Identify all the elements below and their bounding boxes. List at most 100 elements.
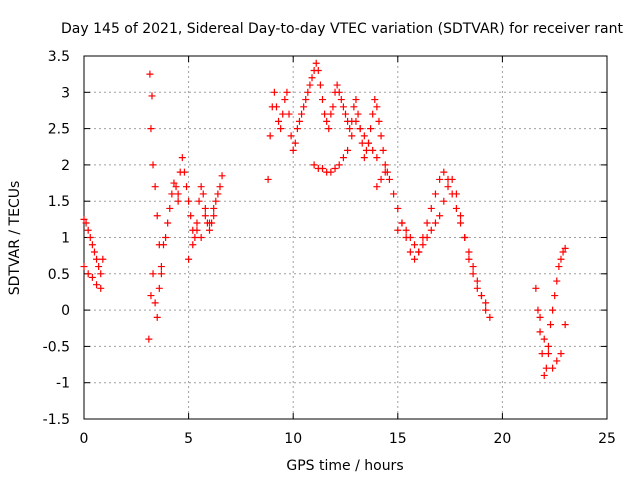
y-tick-label: 2 (61, 158, 70, 174)
data-point (206, 226, 214, 234)
data-point (431, 219, 439, 227)
data-point (427, 204, 435, 212)
x-tick-label: 10 (284, 431, 302, 447)
data-point (452, 190, 460, 198)
data-point (180, 168, 188, 176)
data-point (174, 197, 182, 205)
data-point (411, 241, 419, 249)
data-point (170, 179, 178, 187)
data-point (193, 226, 201, 234)
data-point (88, 273, 96, 281)
data-point (375, 117, 383, 125)
data-point (394, 204, 402, 212)
x-axis-label: GPS time / hours (286, 458, 403, 474)
data-point (431, 190, 439, 198)
data-point (348, 117, 356, 125)
data-point (206, 219, 214, 227)
data-point (153, 313, 161, 321)
data-point (536, 313, 544, 321)
data-point (325, 125, 333, 133)
data-point (358, 139, 366, 147)
data-point (352, 96, 360, 104)
y-tick-label: -1.5 (43, 412, 70, 428)
data-point (379, 146, 387, 154)
chart-title: Day 145 of 2021, Sidereal Day-to-day VTE… (61, 21, 623, 37)
data-point (549, 306, 557, 314)
data-point (86, 234, 94, 241)
data-point (335, 161, 343, 169)
data-point (394, 226, 402, 234)
data-point (327, 168, 335, 176)
data-point (354, 110, 362, 118)
data-point (174, 190, 182, 198)
y-tick-label: -1 (56, 376, 70, 392)
data-point (553, 277, 561, 285)
data-point (147, 292, 155, 300)
data-point (373, 183, 381, 191)
data-point (406, 234, 414, 241)
y-tick-label: 0 (61, 303, 70, 319)
data-point (82, 219, 90, 227)
data-point (423, 234, 431, 241)
data-point (277, 125, 285, 133)
data-point (191, 234, 199, 241)
data-point (168, 190, 176, 198)
data-point (561, 244, 569, 252)
data-point (187, 212, 195, 220)
data-point (312, 59, 320, 67)
data-point (538, 350, 546, 358)
data-point (201, 212, 209, 220)
data-point (281, 96, 289, 104)
data-point (342, 110, 349, 118)
data-point (540, 335, 548, 343)
data-point (148, 92, 156, 100)
data-point (185, 197, 193, 205)
data-point (427, 226, 435, 234)
data-point (197, 183, 205, 191)
data-point (197, 234, 205, 241)
data-point (551, 292, 559, 300)
data-point (477, 292, 485, 300)
data-point (275, 117, 283, 125)
data-point (559, 248, 567, 256)
data-point (377, 175, 385, 183)
data-point (298, 110, 306, 118)
x-tick-label: 25 (598, 431, 616, 447)
data-point (266, 132, 274, 140)
data-point (151, 183, 159, 191)
x-tick-label: 20 (493, 431, 511, 447)
x-tick-label: 0 (80, 431, 89, 447)
data-point (544, 342, 552, 350)
data-point (534, 306, 542, 314)
data-point (553, 357, 561, 365)
y-axis-label: SDTVAR / TECUs (7, 181, 23, 296)
data-point (178, 154, 186, 162)
data-point (327, 110, 335, 118)
data-point (293, 125, 301, 133)
data-point (218, 172, 226, 180)
data-point (84, 226, 92, 234)
data-point (369, 110, 377, 118)
data-point (172, 183, 180, 191)
data-point (272, 103, 280, 111)
data-point (333, 81, 341, 89)
y-tick-label: -0.5 (43, 339, 70, 355)
data-point (201, 204, 209, 212)
data-point (557, 255, 565, 263)
data-point (212, 197, 220, 205)
data-point (157, 270, 165, 278)
data-point (448, 175, 456, 183)
data-point (390, 190, 398, 198)
y-axis-ticks: -1.5 -1 -0.5 0 0.5 1 1.5 2 2.5 3 3.5 (43, 49, 607, 428)
data-point (377, 132, 385, 140)
data-point (193, 219, 201, 227)
data-point (279, 110, 287, 118)
data-point (544, 350, 552, 358)
data-point (486, 313, 494, 321)
data-point (80, 263, 88, 271)
data-point (80, 215, 88, 223)
data-point (369, 146, 377, 154)
y-tick-label: 3 (61, 85, 70, 101)
y-tick-label: 3.5 (48, 49, 70, 65)
data-point (285, 110, 293, 118)
